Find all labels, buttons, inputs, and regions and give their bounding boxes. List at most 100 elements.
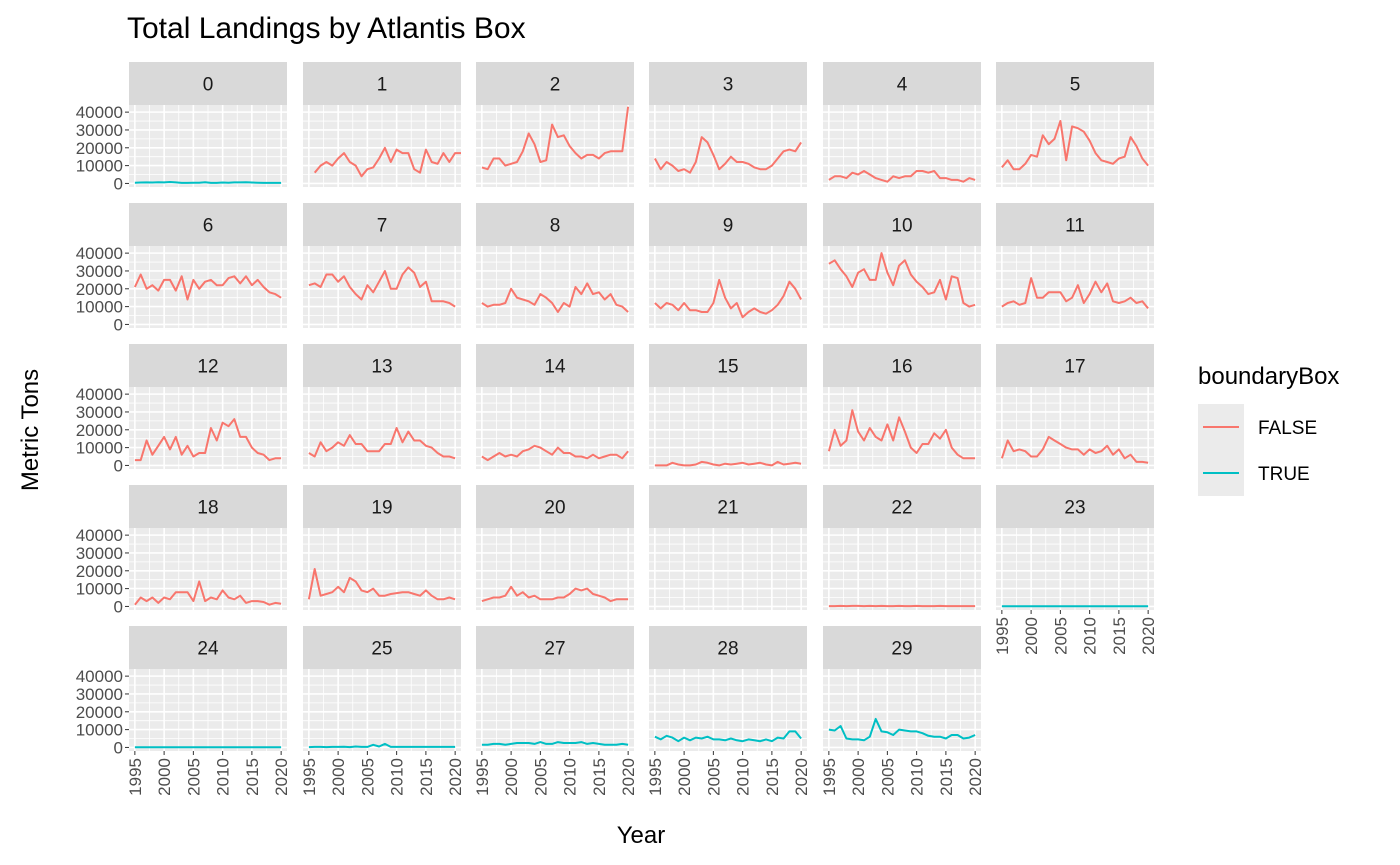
facet-strip xyxy=(129,203,287,246)
x-tick-label: 2000 xyxy=(1022,617,1041,655)
facet-panel-23: 23 1995 2000 2005 2010 2015 2020 xyxy=(993,485,1158,655)
facet-strip-label: 18 xyxy=(197,498,218,519)
y-tick-label: 20000 xyxy=(76,421,123,440)
y-tick-label: 0 xyxy=(114,315,123,334)
facet-strip xyxy=(129,344,287,387)
series-line-false xyxy=(654,136,802,174)
facet-panel-19: 19 xyxy=(303,485,461,610)
y-tick-label: 10000 xyxy=(76,298,123,317)
x-tick-label: 2010 xyxy=(734,758,753,796)
legend-entry-true: TRUE xyxy=(1198,450,1310,496)
chart-title: Total Landings by Atlantis Box xyxy=(127,12,526,45)
legend-label: FALSE xyxy=(1258,418,1317,439)
facet-panel-10: 10 xyxy=(823,203,981,328)
y-tick-label: 30000 xyxy=(76,262,123,281)
facet-panel-7: 7 xyxy=(303,203,461,328)
series-line-false xyxy=(133,273,282,301)
facet-strip-label: 23 xyxy=(1064,498,1085,519)
x-tick-label: 2010 xyxy=(561,758,580,796)
x-tick-label: 1995 xyxy=(820,758,839,796)
x-tick-label: 2020 xyxy=(966,758,985,796)
facet-strip-label: 17 xyxy=(1064,357,1085,378)
facet-panel-25: 25 1995 2000 2005 2010 2015 2020 xyxy=(300,626,465,796)
facet-strip xyxy=(996,485,1154,528)
y-tick-label: 30000 xyxy=(76,685,123,704)
facet-panel-8: 8 xyxy=(476,203,634,328)
series-line-false xyxy=(1000,435,1149,464)
y-tick-label: 40000 xyxy=(76,103,123,122)
series-line-false xyxy=(307,568,456,601)
y-tick-label: 30000 xyxy=(76,121,123,140)
x-tick-label: 2020 xyxy=(619,758,638,796)
y-tick-label: 0 xyxy=(114,456,123,475)
y-tick-label: 30000 xyxy=(76,403,123,422)
facet-strip xyxy=(303,344,461,387)
series-line-false xyxy=(828,252,976,308)
legend-title: boundaryBox xyxy=(1198,363,1339,390)
y-tick-label: 10000 xyxy=(76,580,123,599)
x-tick-label: 2015 xyxy=(590,758,609,796)
y-tick-label: 20000 xyxy=(76,562,123,581)
facet-strip xyxy=(823,485,981,528)
facet-strip-label: 0 xyxy=(203,75,214,96)
facet-strip xyxy=(476,485,634,528)
facet-panel-9: 9 xyxy=(649,203,807,328)
series-line-false xyxy=(308,266,456,308)
x-tick-label: 1995 xyxy=(126,758,145,796)
series-line-true xyxy=(308,742,456,749)
facet-strip-label: 28 xyxy=(717,639,738,660)
facet-strip-label: 21 xyxy=(717,498,738,519)
x-tick-label: 2005 xyxy=(358,758,377,796)
facet-strip xyxy=(129,485,287,528)
facet-panel-2: 2 xyxy=(476,62,634,187)
facet-strip xyxy=(996,203,1154,246)
x-tick-label: 2020 xyxy=(272,758,291,796)
facet-strip-label: 29 xyxy=(891,639,912,660)
facet-panel-27: 27 1995 2000 2005 2010 2015 2020 xyxy=(473,626,638,796)
facet-strip xyxy=(476,626,634,669)
x-tick-label: 2000 xyxy=(155,758,174,796)
x-tick-label: 1995 xyxy=(300,758,319,796)
facet-strip xyxy=(476,344,634,387)
facet-strip-label: 12 xyxy=(197,357,218,378)
facet-panel-1: 1 xyxy=(303,62,461,187)
facet-panel-13: 13 xyxy=(303,344,461,469)
facet-strip-label: 1 xyxy=(377,75,388,96)
series-line-false xyxy=(481,444,629,462)
facet-panel-22: 22 xyxy=(823,485,981,610)
facet-strip-label: 3 xyxy=(723,75,734,96)
series-line-false xyxy=(481,106,630,171)
facet-panel-4: 4 xyxy=(823,62,981,187)
series-line-false xyxy=(654,460,802,467)
facet-strip xyxy=(476,203,634,246)
facet-panel-5: 5 xyxy=(996,62,1154,187)
facet-strip xyxy=(823,62,981,105)
series-line-false xyxy=(828,170,976,183)
x-tick-label: 2020 xyxy=(446,758,465,796)
x-tick-label: 2015 xyxy=(937,758,956,796)
facet-strip-label: 10 xyxy=(891,216,912,237)
facet-panel-17: 17 xyxy=(996,344,1154,469)
series-line-false xyxy=(481,282,629,313)
y-tick-label: 0 xyxy=(114,738,123,757)
facet-strip xyxy=(649,626,807,669)
facet-strip xyxy=(649,203,807,246)
x-tick-label: 2010 xyxy=(1081,617,1100,655)
facet-strip-label: 6 xyxy=(203,216,214,237)
series-line-false xyxy=(827,409,976,460)
facet-strip xyxy=(996,62,1154,105)
x-tick-label: 2005 xyxy=(531,758,550,796)
facet-strip-label: 4 xyxy=(897,75,908,96)
y-tick-label: 20000 xyxy=(76,280,123,299)
x-tick-label: 1995 xyxy=(993,617,1012,655)
facet-strip-label: 9 xyxy=(723,216,734,237)
facet-panel-16: 16 xyxy=(823,344,981,469)
x-tick-label: 2015 xyxy=(417,758,436,796)
facet-strip-label: 8 xyxy=(550,216,561,237)
